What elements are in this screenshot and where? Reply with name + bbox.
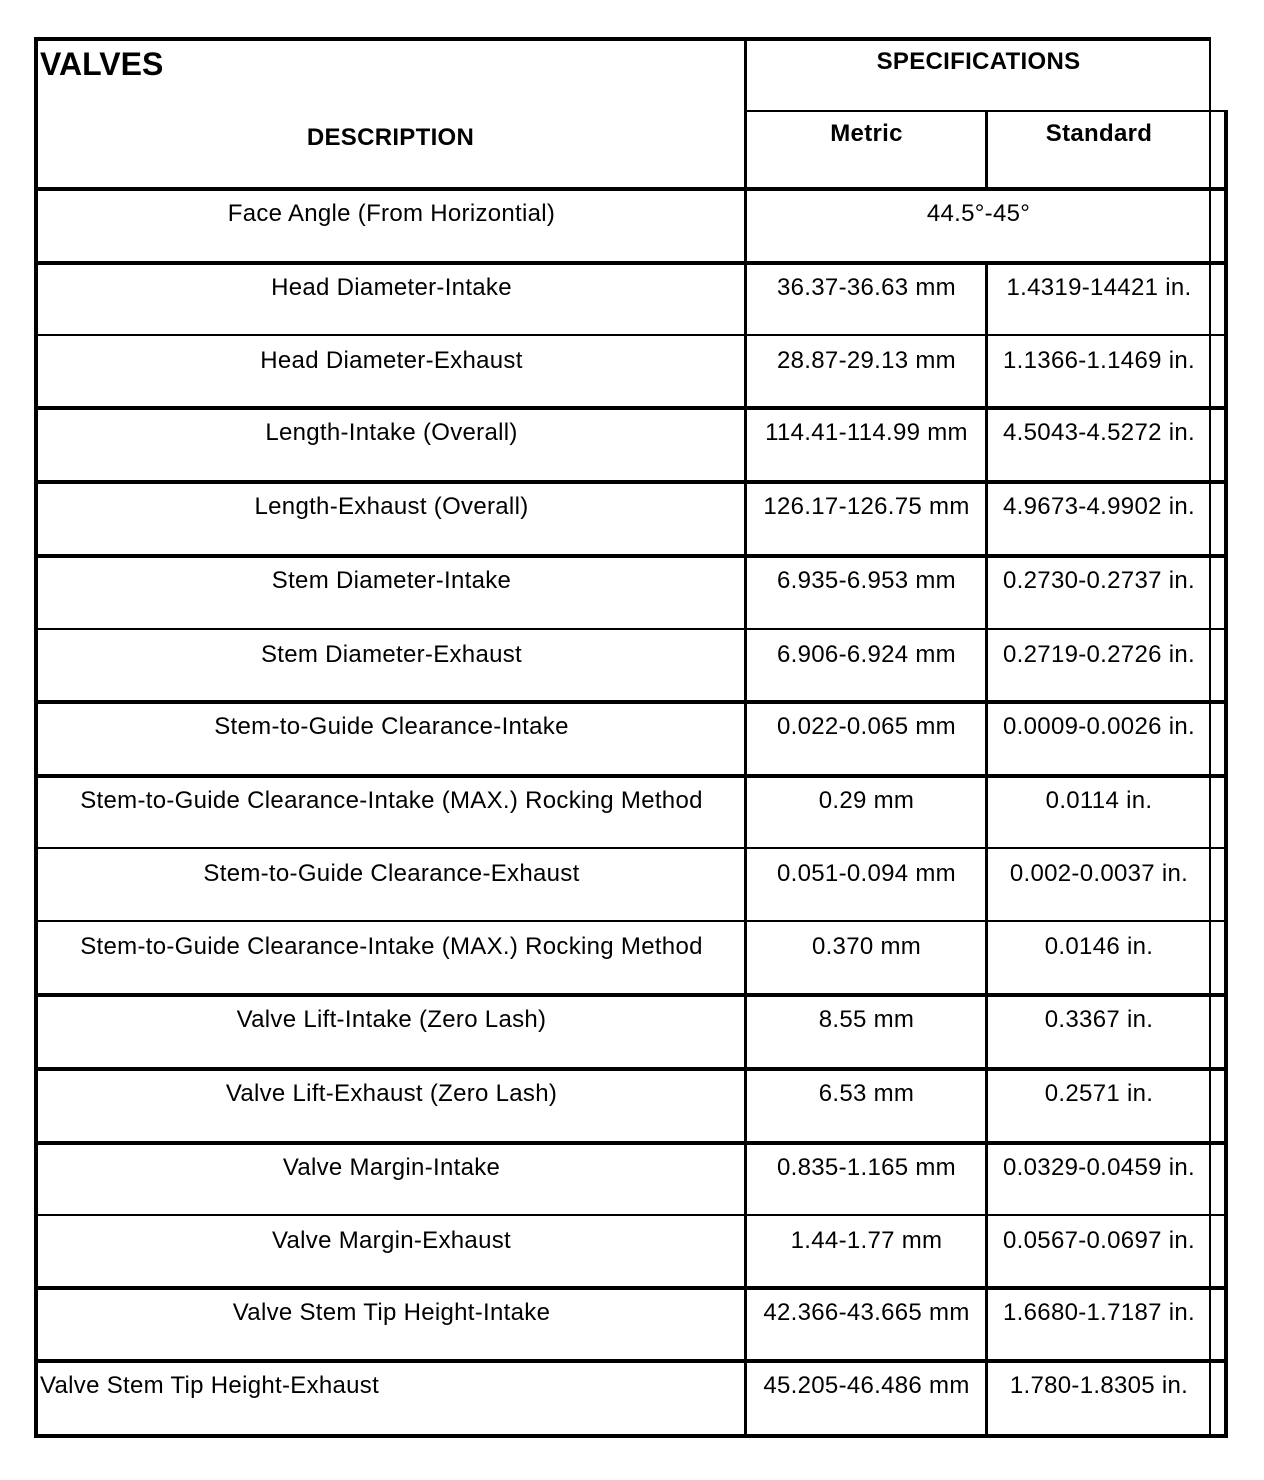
standard-value-cell: 0.0114 in.: [1045, 787, 1153, 814]
row-divider: [34, 1434, 1228, 1438]
standard-value-cell: 0.002-0.0037 in.: [1009, 860, 1189, 887]
description-cell: Stem-to-Guide Clearance-Intake (MAX.) Ro…: [80, 787, 703, 814]
column-divider-description: [744, 37, 747, 1437]
row-divider: [34, 920, 1228, 922]
description-cell: Face Angle (From Horizontial): [227, 200, 556, 227]
column-divider-units: [985, 994, 988, 1068]
column-divider-units: [985, 921, 988, 994]
section-title: VALVES: [40, 46, 164, 82]
metric-value-cell: 0.022-0.065 mm: [777, 713, 956, 740]
row-divider: [34, 1286, 1228, 1290]
description-cell: Length-Exhaust (Overall): [254, 493, 529, 520]
metric-value-cell: 114.41-114.99 mm: [765, 419, 968, 446]
row-divider: [34, 554, 1228, 558]
standard-value-cell: 0.2571 in.: [1044, 1080, 1154, 1107]
row-divider: [34, 406, 1228, 410]
metric-value-cell: 126.17-126.75 mm: [763, 493, 970, 520]
row-divider: [34, 628, 1228, 630]
metric-value-cell: 0.370 mm: [811, 933, 922, 960]
column-divider-units: [985, 335, 988, 407]
standard-value-cell: 4.5043-4.5272 in.: [1003, 419, 1195, 446]
standard-value-cell: 4.9673-4.9902 in.: [1003, 493, 1195, 520]
standard-value-cell: 0.0009-0.0026 in.: [1003, 713, 1195, 740]
standard-value-cell: 0.2730-0.2737 in.: [1003, 567, 1195, 594]
row-divider: [34, 1359, 1228, 1363]
table-line-right-inner: [1209, 37, 1211, 1437]
column-divider-units: [985, 629, 988, 701]
column-divider-units: [985, 1068, 988, 1142]
metric-value-cell: 42.366-43.665 mm: [763, 1299, 970, 1326]
column-divider-units: [985, 1287, 988, 1360]
standard-value-cell: 1.1366-1.1469 in.: [1003, 347, 1195, 374]
description-cell: Valve Lift-Exhaust (Zero Lash): [225, 1080, 558, 1107]
row-divider: [34, 1214, 1228, 1216]
spec-value-cell: 44.5°-45°: [926, 200, 1031, 227]
column-divider-units: [985, 775, 988, 848]
metric-value-cell: 6.53 mm: [818, 1080, 915, 1107]
column-divider-units: [985, 262, 988, 335]
row-divider: [34, 480, 1228, 484]
row-divider: [34, 187, 1228, 191]
column-divider-units: [985, 701, 988, 775]
metric-value-cell: 6.906-6.924 mm: [777, 641, 956, 668]
standard-value-cell: 0.0567-0.0697 in.: [1003, 1227, 1195, 1254]
metric-value-cell: 0.29 mm: [818, 787, 915, 814]
row-divider: [34, 774, 1228, 778]
metric-value-cell: 1.44-1.77 mm: [790, 1227, 943, 1254]
standard-value-cell: 0.2719-0.2726 in.: [1003, 641, 1195, 668]
standard-value-cell: 1.780-1.8305 in.: [1009, 1372, 1189, 1399]
description-cell: Valve Margin-Intake: [282, 1154, 501, 1181]
metric-header: Metric: [830, 120, 903, 147]
row-divider: [34, 261, 1228, 265]
table-border-left: [34, 37, 38, 1437]
description-cell: Valve Lift-Intake (Zero Lash): [236, 1006, 547, 1033]
description-cell: Stem-to-Guide Clearance-Intake (MAX.) Ro…: [80, 933, 703, 960]
description-cell: Stem-to-Guide Clearance-Exhaust: [203, 860, 580, 887]
description-cell: Head Diameter-Exhaust: [260, 347, 523, 374]
column-divider-units: [985, 555, 988, 629]
metric-value-cell: 28.87-29.13 mm: [777, 347, 956, 374]
row-divider: [34, 1141, 1228, 1145]
column-divider-units: [985, 481, 988, 555]
column-divider-units-header: [985, 110, 988, 190]
description-cell: Stem Diameter-Intake: [271, 567, 512, 594]
column-divider-units: [985, 1142, 988, 1215]
column-divider-units: [985, 407, 988, 481]
metric-value-cell: 0.051-0.094 mm: [777, 860, 956, 887]
table-border-right: [1224, 110, 1228, 1437]
description-cell: Valve Stem Tip Height-Exhaust: [40, 1372, 380, 1399]
column-divider-units: [985, 848, 988, 921]
standard-value-cell: 1.6680-1.7187 in.: [1003, 1299, 1195, 1326]
specifications-header: SPECIFICATIONS: [876, 48, 1081, 75]
description-cell: Head Diameter-Intake: [271, 274, 512, 301]
standard-value-cell: 0.3367 in.: [1044, 1006, 1154, 1033]
metric-value-cell: 8.55 mm: [818, 1006, 915, 1033]
metric-value-cell: 6.935-6.953 mm: [777, 567, 956, 594]
table-border-top: [34, 37, 1211, 41]
standard-value-cell: 0.0329-0.0459 in.: [1003, 1154, 1195, 1181]
column-divider-units: [985, 1360, 988, 1435]
metric-value-cell: 36.37-36.63 mm: [777, 274, 956, 301]
description-cell: Length-Intake (Overall): [265, 419, 518, 446]
row-divider: [34, 700, 1228, 704]
description-cell: Stem Diameter-Exhaust: [260, 641, 523, 668]
description-cell: Stem-to-Guide Clearance-Intake: [214, 713, 569, 740]
metric-value-cell: 0.835-1.165 mm: [777, 1154, 956, 1181]
standard-value-cell: 0.0146 in.: [1044, 933, 1154, 960]
description-cell: Valve Margin-Exhaust: [272, 1227, 511, 1254]
metric-value-cell: 45.205-46.486 mm: [763, 1372, 970, 1399]
row-divider: [34, 847, 1228, 849]
row-divider: [34, 993, 1228, 997]
row-divider: [34, 1067, 1228, 1071]
standard-value-cell: 1.4319-14421 in.: [1006, 274, 1192, 301]
row-divider: [34, 334, 1228, 336]
column-divider-units: [985, 1215, 988, 1287]
description-header: DESCRIPTION: [306, 124, 475, 151]
description-cell: Valve Stem Tip Height-Intake: [232, 1299, 551, 1326]
standard-header: Standard: [1045, 120, 1153, 147]
